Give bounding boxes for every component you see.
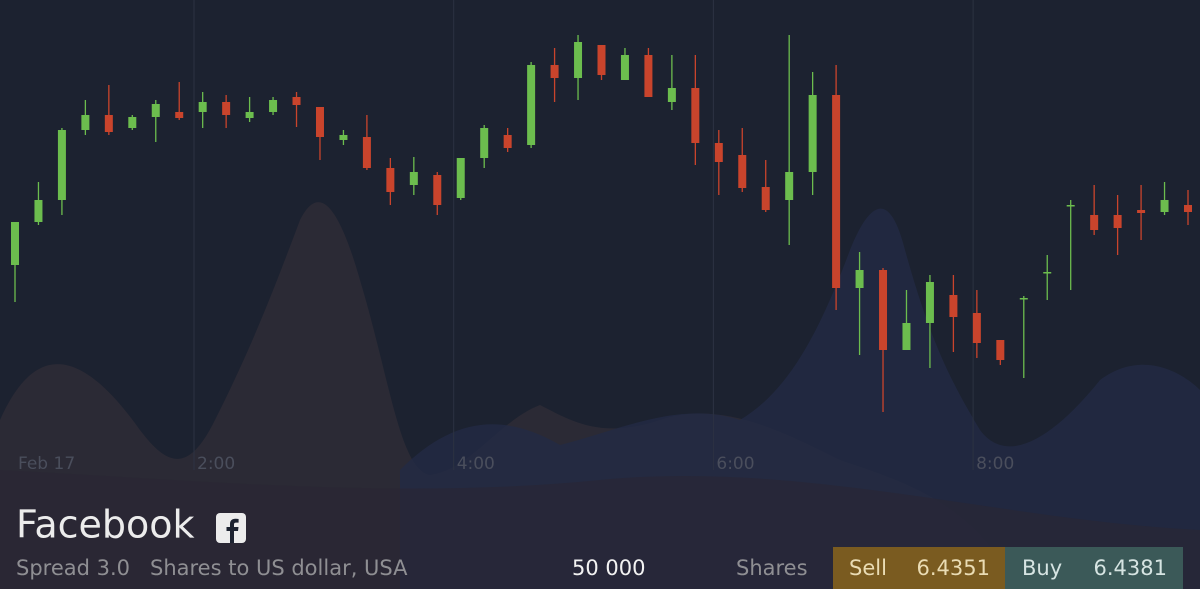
candle-body	[386, 168, 395, 192]
candle-body	[949, 295, 958, 317]
x-tick-label: 4:00	[457, 454, 495, 474]
candle-body	[11, 222, 19, 265]
candle-body	[198, 102, 207, 112]
amount-unit: Shares	[736, 556, 808, 580]
candle-body	[292, 97, 301, 105]
candle-body	[81, 115, 90, 130]
candle-body	[527, 65, 536, 145]
buy-price[interactable]: 6.4381	[1094, 556, 1167, 580]
sell-label[interactable]: Sell	[849, 556, 887, 580]
buy-bg[interactable]	[1005, 547, 1183, 589]
buy-label[interactable]: Buy	[1022, 556, 1062, 580]
candle-body	[175, 112, 184, 118]
candle-body	[972, 313, 981, 343]
candle-body	[1160, 200, 1169, 212]
candle-body	[315, 107, 324, 137]
facebook-icon	[216, 513, 246, 543]
candle-body	[644, 55, 653, 97]
sell-bg[interactable]	[833, 547, 1005, 589]
candle-body	[597, 45, 606, 75]
candle-body	[151, 104, 160, 117]
sell-button[interactable]: Sell 6.4351	[833, 547, 1005, 589]
candle-body	[691, 88, 700, 143]
x-tick-label: 2:00	[197, 454, 235, 474]
candle-body	[433, 175, 442, 205]
candle-body	[808, 95, 817, 172]
sell-price[interactable]: 6.4351	[917, 556, 990, 580]
candles	[11, 35, 1192, 412]
icon-f	[226, 518, 239, 543]
x-tick-label: Feb 17	[18, 454, 75, 474]
candle-body	[902, 323, 911, 350]
spread: Spread 3.0	[16, 556, 130, 580]
x-tick-label: 8:00	[976, 454, 1014, 474]
buy-button[interactable]: Buy 6.4381	[1005, 547, 1183, 589]
candle-body	[339, 135, 348, 140]
amount: 50 000	[572, 556, 645, 580]
candle-body	[738, 155, 747, 188]
candle-body	[761, 187, 770, 210]
grid	[193, 0, 974, 470]
candle-body	[1113, 215, 1122, 228]
x-tick-label: 6:00	[716, 454, 754, 474]
candle-body	[57, 130, 66, 200]
candle-body	[832, 95, 841, 288]
candle-body	[879, 270, 888, 350]
candle-body	[362, 137, 371, 168]
candle-body	[1019, 298, 1028, 300]
candle-body	[269, 100, 278, 112]
candle-body	[855, 270, 864, 288]
description: Shares to US dollar, USA	[150, 556, 408, 580]
x-axis-labels: Feb 17 2:00 4:00 6:00 8:00	[18, 454, 1014, 474]
instrument-name: Facebook	[16, 503, 195, 547]
candle-body	[550, 65, 559, 78]
candle-body	[245, 112, 254, 118]
candle-body	[574, 42, 583, 78]
candle-body	[620, 55, 629, 80]
candle-body	[503, 135, 512, 148]
candle-body	[480, 128, 489, 158]
candle-body	[785, 172, 794, 200]
candle-body	[925, 282, 934, 323]
candle-body	[1137, 210, 1146, 213]
candle-body	[1066, 205, 1075, 207]
candle-body	[104, 115, 113, 132]
candle-body	[34, 200, 43, 222]
candle-body	[222, 102, 231, 115]
candle-body	[128, 117, 137, 128]
candle-body	[1184, 205, 1192, 212]
candle-body	[456, 158, 465, 198]
candle-body	[1090, 215, 1099, 230]
candle-body	[667, 88, 676, 102]
candle-body	[1043, 272, 1052, 274]
candle-body	[409, 172, 418, 185]
candle-body	[714, 143, 723, 162]
candle-body	[996, 340, 1005, 360]
